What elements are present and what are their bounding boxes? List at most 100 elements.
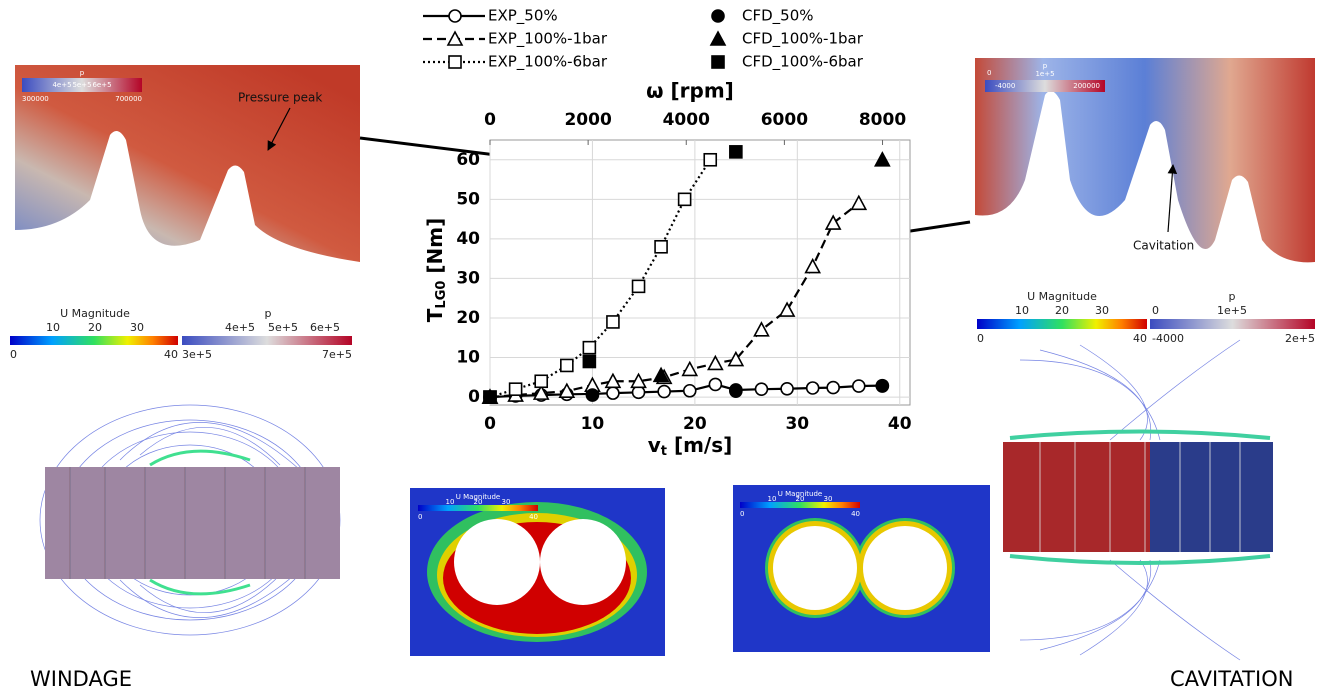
- marker: [561, 359, 573, 371]
- x2-axis-label: ω [rpm]: [646, 79, 734, 103]
- legend-label: CFD_100%-6bar: [742, 53, 864, 72]
- y-label-sub: LG0: [434, 281, 449, 309]
- colorbar-tick: 5e+5: [72, 81, 91, 89]
- y-label-unit: [Nm]: [423, 218, 447, 281]
- marker: [633, 280, 645, 292]
- marker: [607, 316, 619, 328]
- figure: p 4e+5 5e+5 6e+5 300000 700000 Pressure …: [0, 0, 1325, 695]
- legend-label: EXP_100%-6bar: [488, 53, 608, 72]
- marker: [658, 386, 670, 398]
- velocity-panel-left: U Magnitude 10 20 30 0 40: [410, 488, 665, 656]
- colorbar-tick: 10: [46, 321, 60, 334]
- y-tick-label: 20: [456, 308, 480, 328]
- marker: [583, 342, 595, 354]
- x-tick-label: 10: [581, 414, 605, 434]
- x-label-main: v: [648, 433, 661, 457]
- colorbar-min: 300000: [22, 95, 49, 103]
- legend-label: CFD_50%: [742, 7, 814, 26]
- colorbar-tick: 20: [796, 495, 805, 503]
- marker: [679, 193, 691, 205]
- x2-tick-label: 4000: [663, 110, 710, 130]
- colorbar-min: 0: [10, 348, 17, 361]
- pressure-panel-right: 0 p 1e+5 -4000 200000 Cavitation: [975, 58, 1315, 273]
- marker: [827, 382, 839, 394]
- annotation: Cavitation: [1133, 239, 1194, 253]
- colorbar-tick: 10: [446, 498, 455, 506]
- colorbar-tick: 6e+5: [92, 81, 111, 89]
- marker: [607, 387, 619, 399]
- colorbar-max: 40: [851, 510, 860, 518]
- marker: [807, 382, 819, 394]
- legend-marker: [449, 10, 461, 22]
- colorbar-max: 200000: [1073, 82, 1100, 90]
- cavitation-3d: [1003, 340, 1273, 660]
- colorbar-tick: 4e+5: [52, 81, 71, 89]
- colorbar-title: U Magnitude: [60, 307, 130, 320]
- colorbars-right: U Magnitude 10 20 30 0 40 0 p 1e+5 -4000…: [977, 290, 1315, 345]
- marker: [633, 386, 645, 398]
- colorbar-min: -4000: [1152, 332, 1184, 345]
- x-tick-label: 40: [888, 414, 912, 434]
- x2-tick-label: 8000: [859, 110, 906, 130]
- colorbar-title: p: [1043, 62, 1048, 70]
- colorbar-max: 40: [529, 513, 538, 521]
- colorbar-tick: 5e+5: [268, 321, 298, 334]
- pressure-panel-left: p 4e+5 5e+5 6e+5 300000 700000 Pressure …: [15, 65, 360, 285]
- x-tick-label: 30: [785, 414, 809, 434]
- marker: [853, 380, 865, 392]
- colorbar-tick: 6e+5: [310, 321, 340, 334]
- marker: [755, 383, 767, 395]
- legend-marker: [712, 56, 724, 68]
- colorbar-tick: 1e+5: [1035, 70, 1054, 78]
- y-tick-label: 60: [456, 150, 480, 170]
- x2-tick-label: 6000: [761, 110, 808, 130]
- marker: [583, 355, 595, 367]
- colorbar-max: 700000: [115, 95, 142, 103]
- plot-area: [490, 140, 910, 405]
- legend-marker: [449, 56, 461, 68]
- y-tick-label: 10: [456, 348, 480, 368]
- marker: [655, 241, 667, 253]
- colorbar-title: U Magnitude: [1027, 290, 1097, 303]
- x-label-unit: [m/s]: [667, 433, 732, 457]
- colorbar-tick: 0: [1152, 304, 1159, 317]
- legend-marker: [711, 32, 725, 45]
- marker: [876, 380, 888, 392]
- colorbar-tick: 30: [130, 321, 144, 334]
- colorbar-tick: 30: [502, 498, 511, 506]
- colorbar-tick: 30: [824, 495, 833, 503]
- marker: [484, 391, 496, 403]
- legend-label: EXP_100%-1bar: [488, 30, 608, 49]
- marker: [704, 154, 716, 166]
- caption: CAVITATION: [1170, 667, 1293, 691]
- y-axis-label: TLG0 [Nm]: [423, 218, 449, 322]
- colorbar-title: p: [80, 69, 85, 77]
- y-tick-label: 30: [456, 268, 480, 288]
- marker: [709, 378, 721, 390]
- velocity-panel-right: U Magnitude 10 20 30 0 40: [733, 485, 990, 652]
- x2-tick-label: 0: [484, 110, 496, 130]
- colorbar-tick: 20: [88, 321, 102, 334]
- x-tick-label: 20: [683, 414, 707, 434]
- marker: [781, 383, 793, 395]
- marker: [684, 385, 696, 397]
- marker: [730, 146, 742, 158]
- colorbar-min: 0: [418, 513, 422, 521]
- colorbar-tick: 10: [768, 495, 777, 503]
- colorbar-title: p: [265, 307, 272, 320]
- colorbar-tick: 0: [987, 69, 991, 77]
- y-tick-label: 40: [456, 229, 480, 249]
- colorbars-left: U Magnitude 10 20 30 0 40 p 4e+5 5e+5 6e…: [10, 307, 352, 361]
- colorbar-min: 0: [740, 510, 744, 518]
- colorbar-tick: 10: [1015, 304, 1029, 317]
- x2-tick-label: 2000: [564, 110, 611, 130]
- y-tick-label: 0: [468, 387, 480, 407]
- colorbar-max: 40: [164, 348, 178, 361]
- legend-label: EXP_50%: [488, 7, 558, 26]
- x-axis-label: vt [m/s]: [648, 433, 733, 459]
- colorbar-max: 2e+5: [1285, 332, 1315, 345]
- colorbar-tick: 1e+5: [1217, 304, 1247, 317]
- colorbar-tick: 20: [474, 498, 483, 506]
- colorbar-min: 3e+5: [182, 348, 212, 361]
- y-tick-label: 50: [456, 189, 480, 209]
